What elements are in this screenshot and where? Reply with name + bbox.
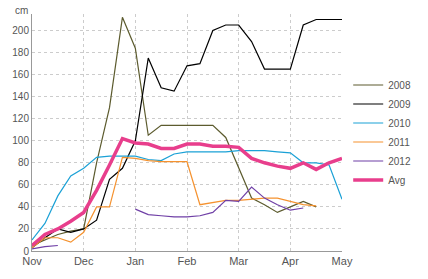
svg-text:180: 180 — [12, 47, 29, 58]
svg-text:120: 120 — [12, 113, 29, 124]
svg-text:2008: 2008 — [388, 80, 411, 91]
svg-text:2012: 2012 — [388, 156, 411, 167]
svg-text:2009: 2009 — [388, 99, 411, 110]
svg-text:cm: cm — [15, 5, 28, 16]
svg-text:20: 20 — [18, 223, 30, 234]
svg-text:200: 200 — [12, 25, 29, 36]
svg-text:Apr: Apr — [282, 255, 299, 267]
svg-text:May: May — [332, 255, 353, 267]
svg-text:Jan: Jan — [126, 255, 144, 267]
svg-text:Dec: Dec — [74, 255, 94, 267]
svg-text:2010: 2010 — [388, 118, 411, 129]
svg-text:2011: 2011 — [388, 137, 410, 148]
svg-text:Feb: Feb — [178, 255, 197, 267]
svg-text:Avg: Avg — [388, 175, 405, 186]
svg-text:Nov: Nov — [22, 255, 42, 267]
svg-text:140: 140 — [12, 91, 29, 102]
svg-text:60: 60 — [18, 179, 30, 190]
svg-text:160: 160 — [12, 69, 29, 80]
svg-text:40: 40 — [18, 201, 30, 212]
svg-text:0: 0 — [23, 246, 29, 257]
svg-text:80: 80 — [18, 157, 30, 168]
svg-text:100: 100 — [12, 135, 29, 146]
svg-text:Mar: Mar — [229, 255, 248, 267]
